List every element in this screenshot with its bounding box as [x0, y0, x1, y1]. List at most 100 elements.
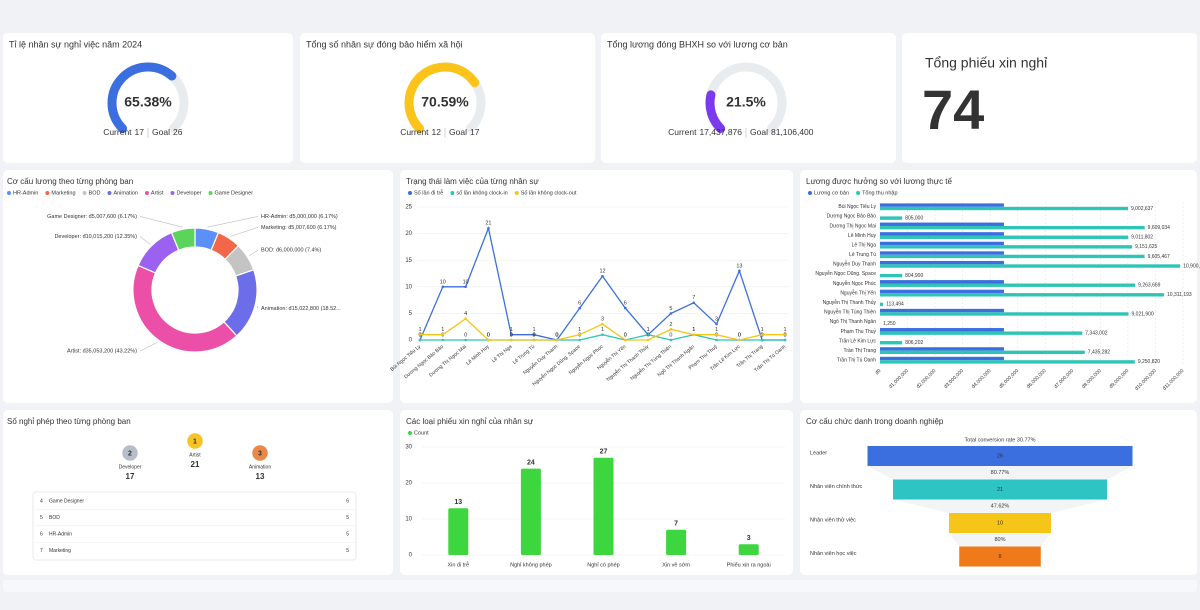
data-label: 7,343,002	[1085, 330, 1107, 336]
current-label: Current	[400, 127, 429, 137]
legend-swatch	[7, 191, 11, 195]
data-label: 0	[487, 332, 490, 338]
y-tick-label: Phạm Thu Thuỷ	[841, 328, 877, 335]
legend-label: Số lần đi trễ	[414, 189, 443, 196]
y-tick-label: Nguyễn Thị Yến	[840, 289, 876, 296]
leader-line	[207, 216, 259, 228]
legend-label: Artist	[151, 190, 164, 196]
legend-label: Lương cơ bản	[814, 190, 849, 196]
gauge-goal: Goal 26	[152, 127, 183, 137]
data-label: 1	[715, 327, 718, 333]
y-tick-label: 0	[409, 338, 413, 344]
data-label: 1	[533, 327, 536, 333]
y-tick-label: 10	[405, 284, 412, 290]
point	[738, 269, 741, 273]
y-tick-label: 20	[405, 481, 412, 487]
bar	[880, 273, 903, 278]
data-label: 1	[601, 327, 604, 333]
podium-name: Artist	[189, 452, 201, 458]
data-label: 13	[454, 499, 462, 506]
legend-swatch	[856, 191, 861, 195]
row-rank: 5	[40, 515, 43, 521]
x-tick-label: Nghỉ không phép	[510, 561, 552, 568]
data-label: 1	[692, 327, 695, 333]
funnel-connector	[949, 533, 1051, 547]
point	[487, 338, 490, 342]
card	[902, 33, 1197, 163]
data-label: 7,435,282	[1088, 350, 1110, 356]
chart-title: Trạng thái làm việc của từng nhân sự	[406, 177, 539, 186]
data-label: 9,021,900	[1132, 311, 1154, 317]
gauge-value	[404, 62, 480, 133]
legend-swatch	[408, 191, 412, 195]
stage-value: 26	[997, 453, 1003, 459]
medal	[185, 431, 205, 451]
point	[692, 333, 696, 336]
medal-rank: 2	[128, 450, 132, 457]
point	[601, 322, 604, 326]
point	[760, 338, 764, 342]
data-label: 1	[578, 327, 581, 333]
data-label: 0	[464, 332, 467, 338]
data-label: 805,000	[905, 215, 923, 221]
bar	[880, 283, 1136, 287]
data-label: 9,605,467	[1148, 254, 1170, 260]
y-tick-label: 20	[405, 231, 412, 237]
conversion-label: 80%	[994, 537, 1005, 543]
stage-value: 10	[997, 520, 1003, 526]
legend-label: Marketing	[51, 190, 75, 196]
y-tick-label: Trần Thị Trang	[843, 348, 876, 354]
bar	[880, 350, 1085, 355]
y-tick-label: Nguyễn Ngọc Phúc	[833, 280, 877, 287]
point	[760, 333, 764, 336]
legend-swatch	[45, 191, 50, 195]
gauge-goal: Goal 17	[449, 127, 480, 137]
gauge-percent: 21.5%	[726, 94, 766, 110]
current-label: Current	[668, 127, 697, 137]
bar	[880, 245, 1133, 249]
bar	[880, 251, 1004, 255]
footer-strip	[3, 580, 1197, 592]
card	[3, 33, 293, 163]
funnel-connector	[867, 466, 1133, 480]
point	[578, 306, 581, 310]
bar	[880, 356, 1004, 361]
point	[715, 333, 718, 336]
bar	[520, 468, 541, 555]
bar	[880, 289, 1004, 294]
x-tick-label: đ0	[874, 368, 882, 376]
kpi-title: Tổng phiếu xin nghỉ	[925, 55, 1048, 71]
bar	[880, 222, 1004, 226]
stage-label: Nhân viên học việc	[810, 551, 857, 557]
y-tick-label: Dương Thị Ngọc Mai	[829, 223, 876, 229]
bar	[880, 302, 884, 307]
point	[578, 333, 581, 336]
point	[532, 338, 536, 342]
goal-value: 26	[173, 127, 183, 137]
data-label: 1	[647, 327, 650, 333]
point	[715, 322, 718, 326]
bar	[880, 232, 1004, 236]
row-count: 6	[346, 498, 349, 504]
y-tick-label: Lê Thị Nga	[852, 242, 877, 248]
bar	[880, 280, 1004, 284]
leader-line	[256, 305, 259, 309]
point	[738, 338, 741, 342]
data-label: 5	[669, 306, 672, 312]
point	[464, 338, 467, 342]
legend-label: Animation	[113, 190, 137, 196]
data-label: 10	[440, 279, 446, 285]
legend-label: Số lần không clock-out	[521, 190, 577, 196]
data-label: 1	[418, 327, 421, 333]
data-label: 0	[555, 332, 558, 338]
data-label: 9,002,637	[1131, 206, 1153, 212]
podium-count: 17	[126, 472, 135, 481]
row-rank: 7	[40, 548, 43, 554]
point	[783, 338, 787, 342]
y-tick-label: Ngô Thị Thanh Ngân	[830, 319, 876, 325]
slice-label: HR-Admin: đ5,000,000 (6.17%)	[261, 214, 338, 220]
data-label: 1	[692, 327, 695, 333]
bar	[880, 312, 1129, 316]
